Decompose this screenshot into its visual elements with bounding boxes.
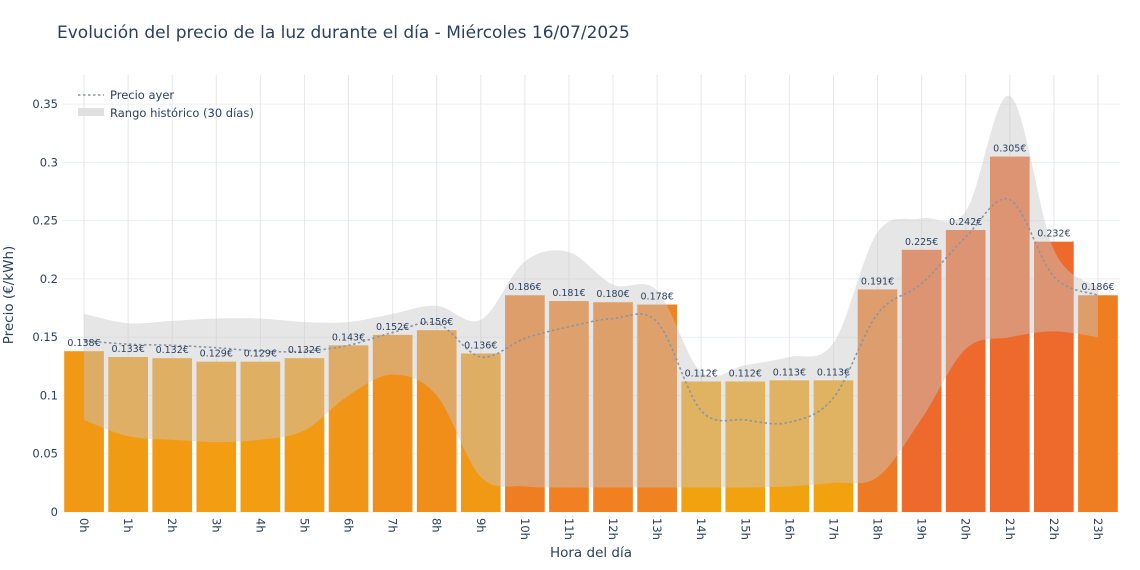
x-tick-label: 14h [694, 518, 708, 540]
x-tick-label: 20h [959, 518, 973, 540]
y-tick-label: 0.2 [40, 272, 58, 286]
x-tick-label: 19h [915, 518, 929, 540]
bar-18h[interactable] [857, 289, 898, 512]
y-tick-label: 0.25 [32, 214, 58, 228]
bar-2h[interactable] [152, 358, 193, 512]
x-tick-label: 22h [1047, 518, 1061, 540]
bar-value-label: 0.156€ [420, 317, 453, 328]
bar-value-label: 0.186€ [508, 282, 541, 293]
bar-11h[interactable] [549, 301, 589, 512]
bar-14h[interactable] [681, 381, 722, 512]
x-axis-ticks: 0h 1h 2h 3h 4h 5h 6h 7h 8h 9h 10h 11h 12h 13h 14h 15h 16… [77, 518, 1105, 540]
bar-value-label: 0.113€ [817, 367, 850, 378]
bar-value-label: 0.112€ [685, 368, 718, 379]
x-tick-label: 1h [121, 518, 135, 533]
bar-value-label: 0.132€ [288, 345, 321, 356]
bar-17h[interactable] [813, 380, 854, 512]
x-tick-label: 7h [386, 518, 400, 533]
bar-19h[interactable] [901, 249, 942, 513]
x-tick-label: 5h [297, 518, 311, 533]
x-tick-label: 0h [77, 518, 91, 533]
bar-value-label: 0.186€ [1081, 282, 1114, 293]
precio-ayer-line [83, 197, 1099, 425]
bar-3h[interactable] [196, 361, 237, 512]
bar-10h[interactable] [505, 295, 545, 512]
x-tick-label: 8h [430, 518, 444, 533]
bar-6h[interactable] [328, 345, 369, 512]
legend: Precio ayer Rango histórico (30 días) [78, 88, 254, 120]
bar-8h[interactable] [416, 330, 457, 512]
bar-0h[interactable] [64, 351, 104, 512]
bar-value-label: 0.191€ [861, 276, 894, 287]
bar-value-label: 0.129€ [200, 349, 233, 360]
bar-value-label: 0.242€ [949, 217, 982, 228]
x-tick-label: 6h [342, 518, 356, 533]
bar-7h[interactable] [372, 334, 413, 512]
bar-value-label: 0.181€ [552, 288, 585, 299]
x-tick-label: 11h [562, 518, 576, 540]
legend-label-precio-ayer[interactable]: Precio ayer [110, 88, 174, 102]
historical-range-layer [84, 95, 1098, 488]
x-tick-label: 21h [1003, 518, 1017, 540]
bar-value-label: 0.180€ [596, 289, 629, 300]
bar-9h[interactable] [460, 353, 501, 512]
x-tick-label: 18h [871, 518, 885, 540]
historical-range-band [84, 95, 1098, 488]
legend-label-rango-historico[interactable]: Rango histórico (30 días) [110, 106, 254, 120]
bar-value-label: 0.225€ [905, 237, 938, 248]
y-axis-ticks: 0 0.05 0.1 0.15 0.2 0.25 0.3 0.35 [32, 97, 58, 519]
bar-value-label: 0.232€ [1037, 229, 1070, 240]
x-tick-label: 16h [782, 518, 796, 540]
bars [64, 156, 1118, 513]
x-tick-label: 23h [1091, 518, 1105, 540]
y-tick-label: 0.35 [32, 97, 58, 111]
chart-title: Evolución del precio de la luz durante e… [57, 23, 630, 43]
y-tick-label: 0.05 [32, 447, 58, 461]
bar-13h[interactable] [637, 304, 677, 512]
yesterday-line-layer [83, 197, 1099, 425]
bar-value-label: 0.136€ [464, 341, 497, 352]
y-tick-label: 0 [51, 505, 58, 519]
x-tick-label: 2h [165, 518, 179, 533]
x-tick-label: 13h [650, 518, 664, 540]
bar-value-label: 0.112€ [729, 368, 762, 379]
x-axis-title: Hora del día [550, 545, 632, 561]
x-tick-label: 3h [209, 518, 223, 533]
legend-swatch-rango-historico [78, 108, 104, 116]
y-tick-label: 0.1 [40, 388, 58, 402]
bar-value-label: 0.143€ [332, 332, 365, 343]
bar-value-label: 0.305€ [993, 144, 1026, 155]
y-tick-label: 0.15 [32, 330, 58, 344]
bar-value-label: 0.152€ [376, 322, 409, 333]
bar-value-label: 0.129€ [244, 349, 277, 360]
bar-15h[interactable] [725, 381, 766, 512]
bar-16h[interactable] [769, 380, 810, 512]
x-tick-label: 17h [826, 518, 840, 540]
bar-value-label: 0.133€ [112, 344, 145, 355]
bar-1h[interactable] [108, 357, 148, 512]
x-tick-label: 15h [738, 518, 752, 540]
bar-12h[interactable] [593, 302, 633, 512]
y-axis-title: Precio (€/kWh) [1, 246, 17, 345]
bar-labels: 0.138€ 0.133€ 0.132€ 0.129€ 0.129€ 0.132€ 0.14… [67, 144, 1114, 380]
x-tick-label: 12h [606, 518, 620, 540]
x-tick-label: 4h [253, 518, 267, 533]
bar-5h[interactable] [284, 358, 325, 512]
bar-23h[interactable] [1078, 295, 1118, 512]
y-tick-label: 0.3 [40, 155, 58, 169]
bar-20h[interactable] [945, 229, 986, 513]
x-tick-label: 10h [518, 518, 532, 540]
bar-4h[interactable] [240, 361, 281, 512]
x-tick-label: 9h [474, 518, 488, 533]
bar-value-label: 0.113€ [773, 367, 806, 378]
bar-value-label: 0.178€ [641, 292, 674, 303]
bar-value-label: 0.132€ [156, 345, 189, 356]
bar-value-label: 0.138€ [67, 338, 100, 349]
